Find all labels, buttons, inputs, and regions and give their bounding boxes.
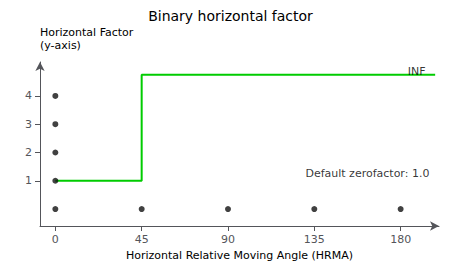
svg-text:Binary horizontal factor: Binary horizontal factor	[148, 8, 313, 24]
svg-text:90: 90	[221, 233, 235, 246]
svg-text:Horizontal Factor: Horizontal Factor	[40, 26, 134, 39]
svg-text:2: 2	[25, 146, 32, 159]
svg-text:45: 45	[135, 233, 149, 246]
svg-text:(y-axis): (y-axis)	[40, 39, 81, 52]
svg-text:4: 4	[25, 89, 32, 102]
svg-text:1: 1	[25, 174, 32, 187]
svg-text:0: 0	[52, 233, 59, 246]
svg-text:3: 3	[25, 118, 32, 131]
svg-text:Default zerofactor: 1.0: Default zerofactor: 1.0	[305, 167, 429, 180]
svg-text:135: 135	[304, 233, 325, 246]
svg-text:INF: INF	[408, 65, 426, 78]
svg-text:Horizontal Relative Moving Ang: Horizontal Relative Moving Angle (HRMA)	[126, 249, 353, 262]
svg-text:180: 180	[390, 233, 411, 246]
